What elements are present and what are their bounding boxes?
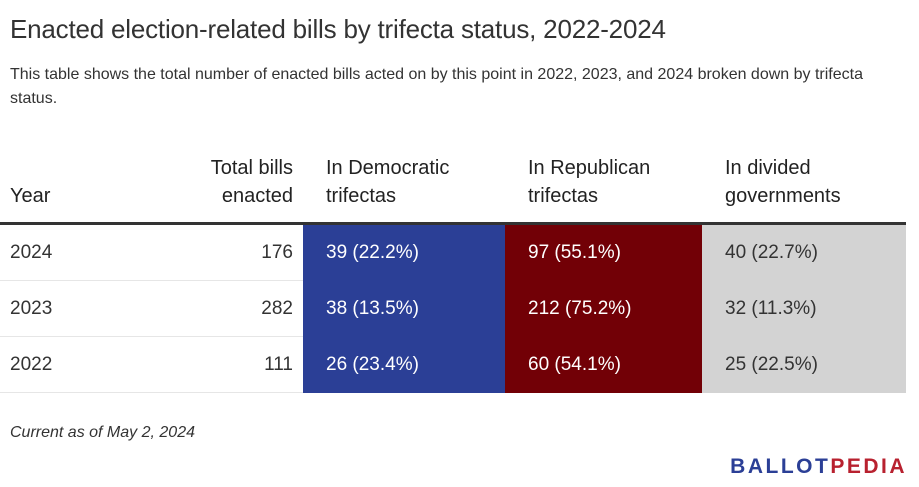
header-democratic: In Democratic trifectas (303, 150, 505, 225)
header-total: Total bills enacted (175, 150, 303, 225)
cell-year: 2022 (0, 336, 175, 393)
cell-republican: 212 (75.2%) (505, 280, 702, 337)
cell-year: 2024 (0, 223, 175, 281)
chart-subtitle: This table shows the total number of ena… (10, 66, 863, 107)
table-row: 2023 282 38 (13.5%) 212 (75.2%) 32 (11.3… (0, 280, 906, 337)
cell-democratic: 38 (13.5%) (303, 280, 505, 337)
cell-republican: 60 (54.1%) (505, 336, 702, 393)
header-row: Year Total bills enacted In Democratic tri… (0, 150, 906, 225)
header-year: Year (0, 150, 175, 225)
header-republican: In Republican trifectas (505, 150, 702, 225)
cell-year: 2023 (0, 280, 175, 337)
cell-total: 111 (175, 336, 303, 393)
table-row: 2024 176 39 (22.2%) 97 (55.1%) 40 (22.7%… (0, 223, 906, 281)
footnote: Current as of May 2, 2024 (10, 424, 195, 441)
cell-divided: 32 (11.3%) (702, 280, 906, 337)
cell-democratic: 39 (22.2%) (303, 223, 505, 281)
cell-divided: 25 (22.5%) (702, 336, 906, 393)
cell-democratic: 26 (23.4%) (303, 336, 505, 393)
logo-ballot-text: BALLOT (730, 455, 831, 478)
data-table: Year Total bills enacted In Democratic tri… (0, 150, 906, 393)
cell-total: 176 (175, 223, 303, 281)
cell-republican: 97 (55.1%) (505, 223, 702, 281)
chart-title: Enacted election-related bills by trifec… (10, 14, 666, 44)
cell-divided: 40 (22.7%) (702, 223, 906, 281)
ballotpedia-logo: BALLOTPEDIA (730, 455, 907, 479)
table-row: 2022 111 26 (23.4%) 60 (54.1%) 25 (22.5%… (0, 336, 906, 393)
cell-total: 282 (175, 280, 303, 337)
logo-pedia-text: PEDIA (830, 455, 907, 478)
header-divided: In divided governments (702, 150, 906, 225)
